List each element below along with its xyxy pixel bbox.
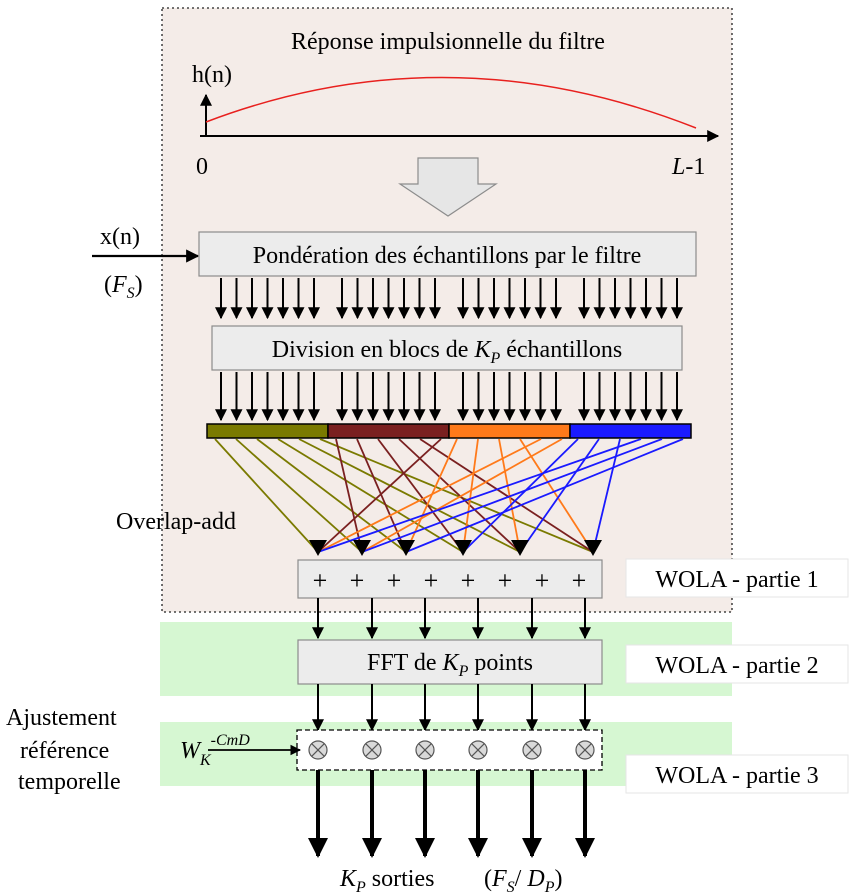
overlap-input-arrowhead — [511, 540, 529, 556]
arrows-row-2 — [215, 372, 683, 422]
overlap-line — [277, 438, 464, 553]
sample-block-3 — [448, 423, 571, 439]
input-rate-label: (FS) — [104, 272, 143, 302]
weighting-box — [198, 231, 697, 277]
stage-1-label-box — [625, 558, 849, 598]
adjust-label-line1: Ajustement — [6, 705, 117, 731]
stage-2-label-box — [625, 644, 849, 684]
overlap-line — [317, 438, 642, 553]
big-down-arrow — [398, 157, 498, 217]
stage-3-label-box — [625, 754, 849, 794]
multiplier-nodes — [308, 740, 595, 760]
overlap-line — [335, 438, 363, 553]
overlap-line — [377, 438, 464, 553]
overlap-line — [405, 438, 684, 553]
outputs-label: KP sorties — [339, 866, 434, 894]
overlap-line — [462, 438, 479, 553]
sum-symbols: + + + + + + + + — [313, 566, 587, 595]
overlap-line — [317, 438, 442, 553]
input-signal-label: x(n) — [100, 224, 140, 250]
stage-3-label: WOLA - partie 3 — [655, 763, 818, 789]
sample-block-4 — [569, 423, 692, 439]
division-box-label: Division en blocs de KP échantillons — [272, 337, 622, 367]
output-arrows — [308, 770, 595, 858]
overlap-line — [235, 438, 363, 553]
adjust-label-line2: référence — [20, 738, 109, 764]
overlap-line — [592, 438, 621, 553]
arrows-row-3 — [312, 598, 591, 640]
division-box — [211, 325, 683, 371]
fft-box-label: FFT de KP points — [367, 650, 533, 680]
overlap-input-arrowhead — [353, 540, 371, 556]
overlap-line — [356, 438, 407, 553]
impulse-x-start: 0 — [196, 154, 208, 180]
stage-2-label: WOLA - partie 2 — [655, 653, 818, 679]
weighting-box-label: Pondération des échantillons par le filt… — [253, 243, 642, 269]
sum-symbol: + — [387, 566, 402, 595]
multiplier-box — [296, 729, 603, 771]
arrows-row-4 — [312, 684, 591, 732]
overlap-line — [361, 438, 663, 553]
overlap-line — [398, 438, 521, 553]
impulse-curve — [205, 76, 697, 129]
sum-symbol: + — [535, 566, 550, 595]
overlap-line — [361, 438, 563, 553]
multiplier-cross — [525, 743, 539, 757]
overlap-add-lines — [214, 438, 684, 556]
twiddle-factor: WK-CmD — [180, 732, 250, 769]
sum-symbol: + — [424, 566, 439, 595]
sum-symbol: + — [461, 566, 476, 595]
multiplier-cross — [418, 743, 432, 757]
sample-block-2 — [327, 423, 450, 439]
sum-symbol: + — [350, 566, 365, 595]
stage-1-dotted-border — [161, 7, 733, 613]
overlap-add-label: Overlap-add — [116, 509, 236, 535]
stage-1-label: WOLA - partie 1 — [655, 567, 818, 593]
multiplier-cross — [365, 743, 379, 757]
impulse-title: Réponse impulsionnelle du filtre — [291, 29, 605, 55]
impulse-ylabel: h(n) — [192, 62, 232, 88]
sum-symbol: + — [313, 566, 328, 595]
sum-symbol: + — [498, 566, 513, 595]
overlap-input-arrowhead — [584, 540, 602, 556]
sample-blocks — [206, 423, 692, 439]
sum-box — [297, 559, 603, 599]
overlap-line — [214, 438, 319, 553]
adjust-label-line3: temporelle — [18, 769, 121, 795]
multiplier-cross — [471, 743, 485, 757]
impulse-x-end: L-1 — [671, 154, 705, 180]
overlap-input-arrowhead — [397, 540, 415, 556]
outputs-rate-label: (FS/ DP) — [484, 866, 562, 894]
overlap-input-arrowhead — [309, 540, 327, 556]
fft-box — [297, 639, 603, 685]
multiplier-cross — [311, 743, 325, 757]
overlap-line — [519, 438, 594, 553]
arrows-row-1 — [215, 278, 683, 320]
overlap-line — [317, 438, 542, 553]
overlap-line — [462, 438, 579, 553]
overlap-line — [256, 438, 407, 553]
overlap-input-arrowhead — [454, 540, 472, 556]
sample-block-1 — [206, 423, 329, 439]
sum-symbol: + — [572, 566, 587, 595]
multiplier-cross — [578, 743, 592, 757]
